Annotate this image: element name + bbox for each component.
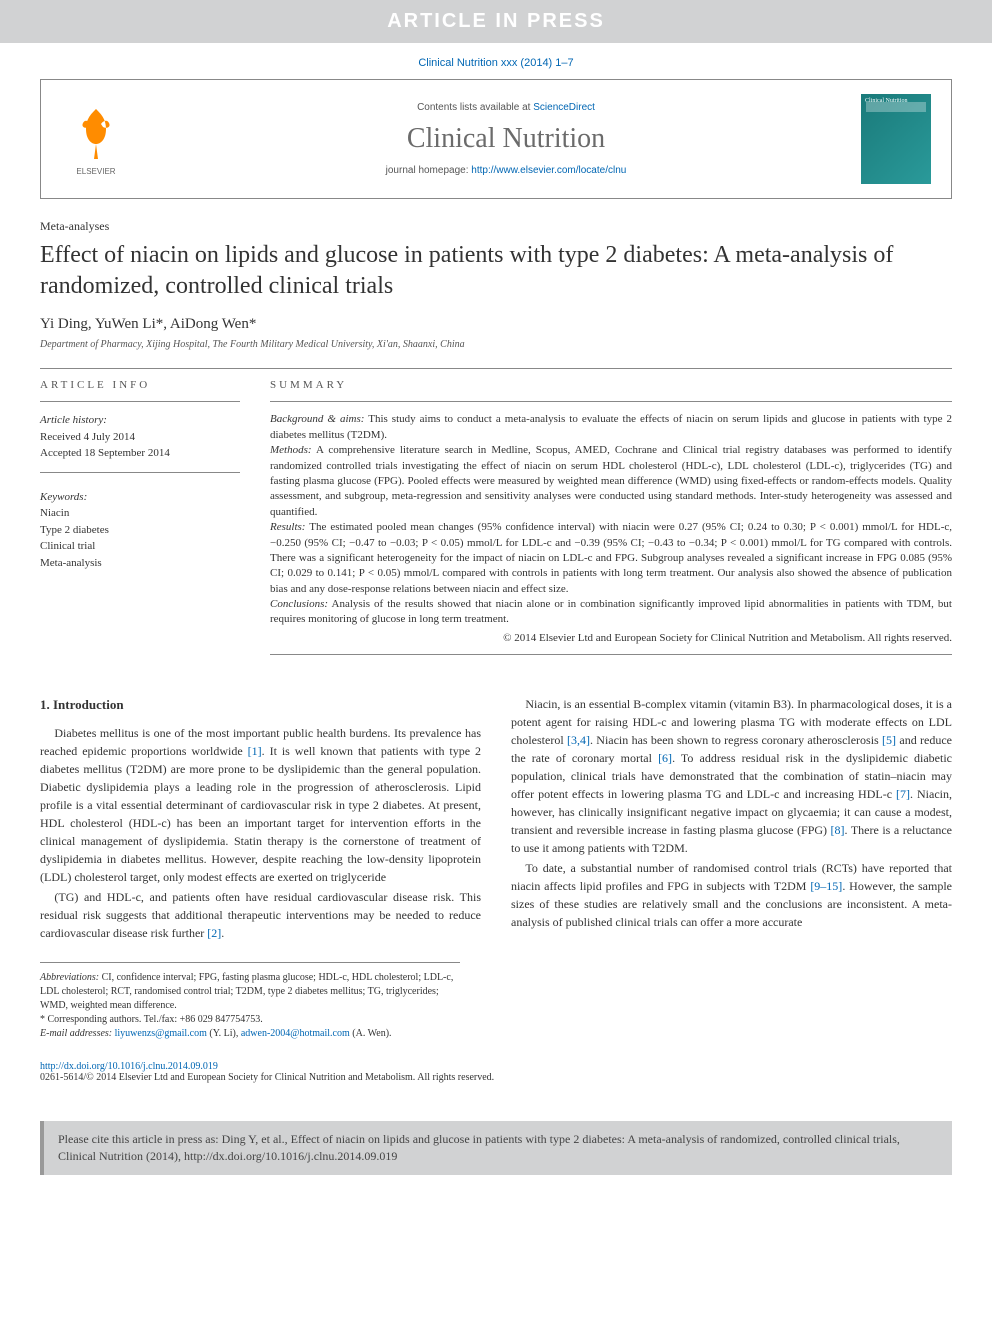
svg-text:ELSEVIER: ELSEVIER xyxy=(76,167,115,176)
background-label: Background & aims: xyxy=(270,413,364,425)
results-label: Results: xyxy=(270,521,305,533)
homepage-prefix: journal homepage: xyxy=(386,165,472,176)
separator xyxy=(270,401,952,402)
keyword: Clinical trial xyxy=(40,538,240,555)
keyword: Meta-analysis xyxy=(40,555,240,572)
journal-header-box: ELSEVIER Contents lists available at Sci… xyxy=(40,79,952,199)
separator xyxy=(40,401,240,402)
received-date: Received 4 July 2014 xyxy=(40,429,240,446)
summary-heading: SUMMARY xyxy=(270,379,952,391)
accepted-date: Accepted 18 September 2014 xyxy=(40,445,240,462)
ref-link[interactable]: [1] xyxy=(248,744,262,758)
ref-link[interactable]: [3,4] xyxy=(567,733,590,747)
reference-line: Clinical Nutrition xxx (2014) 1–7 xyxy=(0,43,992,79)
intro-p4: To date, a substantial number of randomi… xyxy=(511,859,952,931)
email-link-1[interactable]: liyuwenzs@gmail.com xyxy=(115,1028,207,1039)
ref-link[interactable]: [2] xyxy=(207,926,221,940)
ref-link[interactable]: [8] xyxy=(831,823,845,837)
keyword: Type 2 diabetes xyxy=(40,522,240,539)
intro-p2: (TG) and HDL-c, and patients often have … xyxy=(40,888,481,942)
intro-p1: Diabetes mellitus is one of the most imp… xyxy=(40,724,481,886)
conclusions-label: Conclusions: xyxy=(270,598,328,610)
separator xyxy=(40,472,240,473)
email-who-1: (Y. Li), xyxy=(209,1028,238,1039)
footnotes: Abbreviations: CI, confidence interval; … xyxy=(40,962,460,1041)
doi-line: http://dx.doi.org/10.1016/j.clnu.2014.09… xyxy=(40,1061,952,1072)
contents-line: Contents lists available at ScienceDirec… xyxy=(151,102,861,113)
article-type: Meta-analyses xyxy=(40,219,952,234)
email-label: E-mail addresses: xyxy=(40,1028,112,1039)
elsevier-logo: ELSEVIER xyxy=(61,99,131,179)
copyright: © 2014 Elsevier Ltd and European Society… xyxy=(270,632,952,644)
doi-link[interactable]: http://dx.doi.org/10.1016/j.clnu.2014.09… xyxy=(40,1061,218,1072)
keyword: Niacin xyxy=(40,505,240,522)
article-in-press-banner: ARTICLE IN PRESS xyxy=(0,0,992,43)
homepage-line: journal homepage: http://www.elsevier.co… xyxy=(151,165,861,176)
intro-heading: 1. Introduction xyxy=(40,695,481,715)
results-text: The estimated pooled mean changes (95% c… xyxy=(270,521,952,595)
keywords-label: Keywords: xyxy=(40,489,240,506)
email-link-2[interactable]: adwen-2004@hotmail.com xyxy=(241,1028,350,1039)
ref-link[interactable]: [5] xyxy=(882,733,896,747)
journal-name: Clinical Nutrition xyxy=(151,123,861,155)
homepage-link[interactable]: http://www.elsevier.com/locate/clnu xyxy=(471,165,626,176)
summary-text: Background & aims: This study aims to co… xyxy=(270,412,952,627)
ref-link[interactable]: [9–15] xyxy=(810,879,842,893)
intro-p3: Niacin, is an essential B-complex vitami… xyxy=(511,695,952,857)
corresponding-authors: * Corresponding authors. Tel./fax: +86 0… xyxy=(40,1013,460,1027)
cite-box: Please cite this article in press as: Di… xyxy=(40,1121,952,1175)
authors: Yi Ding, YuWen Li*, AiDong Wen* xyxy=(40,316,952,333)
article-title: Effect of niacin on lipids and glucose i… xyxy=(40,240,952,302)
abbrev-label: Abbreviations: xyxy=(40,972,99,983)
email-who-2: (A. Wen). xyxy=(352,1028,391,1039)
cover-label: Clinical Nutrition xyxy=(865,98,908,104)
ref-link[interactable]: [7] xyxy=(896,787,910,801)
separator xyxy=(270,654,952,655)
separator xyxy=(40,368,952,369)
affiliation: Department of Pharmacy, Xijing Hospital,… xyxy=(40,339,952,350)
article-info-heading: ARTICLE INFO xyxy=(40,379,240,391)
methods-label: Methods: xyxy=(270,444,312,456)
issn-line: 0261-5614/© 2014 Elsevier Ltd and Europe… xyxy=(40,1072,952,1083)
sciencedirect-link[interactable]: ScienceDirect xyxy=(533,102,595,113)
ref-link[interactable]: [6] xyxy=(658,751,672,765)
methods-text: A comprehensive literature search in Med… xyxy=(270,444,952,518)
history-label: Article history: xyxy=(40,412,240,429)
background-text: This study aims to conduct a meta-analys… xyxy=(270,413,952,440)
journal-cover-thumbnail: Clinical Nutrition xyxy=(861,94,931,184)
abbrev-text: CI, confidence interval; FPG, fasting pl… xyxy=(40,972,453,1011)
contents-prefix: Contents lists available at xyxy=(417,102,533,113)
conclusions-text: Analysis of the results showed that niac… xyxy=(270,598,952,625)
